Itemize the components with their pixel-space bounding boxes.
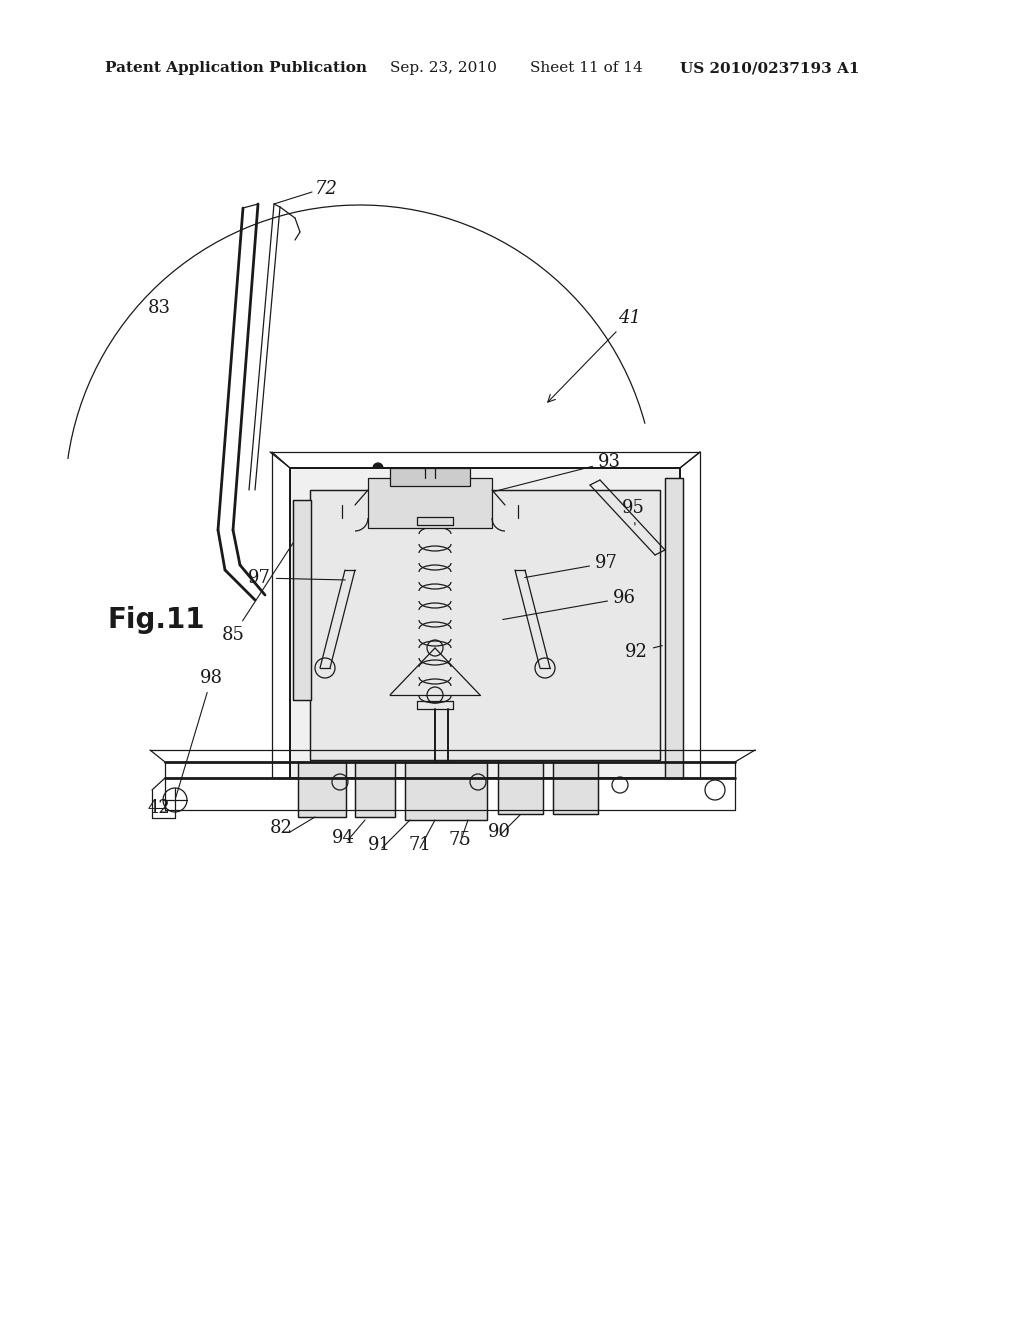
Text: Sep. 23, 2010: Sep. 23, 2010 <box>390 61 497 75</box>
Text: 97: 97 <box>248 569 345 587</box>
Bar <box>390 469 470 486</box>
Bar <box>310 490 660 760</box>
Text: 95: 95 <box>622 499 645 525</box>
Bar <box>406 762 487 820</box>
Text: Patent Application Publication: Patent Application Publication <box>105 61 367 75</box>
Bar <box>406 762 487 820</box>
Circle shape <box>373 463 383 473</box>
Bar <box>498 762 543 814</box>
Bar <box>665 478 683 777</box>
Text: US 2010/0237193 A1: US 2010/0237193 A1 <box>680 61 859 75</box>
Text: 85: 85 <box>222 543 294 644</box>
Text: 93: 93 <box>495 453 621 491</box>
Text: 42: 42 <box>148 799 171 817</box>
Bar <box>298 762 346 817</box>
Text: Fig.11: Fig.11 <box>108 606 206 634</box>
Bar <box>665 478 683 777</box>
Bar <box>290 469 680 777</box>
Text: 98: 98 <box>176 669 223 797</box>
Text: 97: 97 <box>524 554 617 578</box>
Text: 71: 71 <box>408 836 431 854</box>
Bar <box>553 762 598 814</box>
Bar <box>293 500 311 700</box>
Text: 94: 94 <box>332 829 355 847</box>
Bar <box>355 762 395 817</box>
Bar <box>368 478 492 528</box>
Bar <box>498 762 543 814</box>
Text: 82: 82 <box>270 818 293 837</box>
Text: 83: 83 <box>148 300 171 317</box>
Bar <box>298 762 346 817</box>
Bar <box>290 469 680 777</box>
Bar <box>553 762 598 814</box>
Text: 75: 75 <box>449 832 471 849</box>
Text: 91: 91 <box>368 836 391 854</box>
Bar <box>355 762 395 817</box>
Text: Sheet 11 of 14: Sheet 11 of 14 <box>530 61 643 75</box>
Text: 96: 96 <box>503 589 636 619</box>
Bar <box>310 490 660 760</box>
Bar <box>293 500 311 700</box>
Text: 41: 41 <box>548 309 641 403</box>
Text: 92: 92 <box>625 643 663 661</box>
Text: 72: 72 <box>315 180 338 198</box>
Text: 90: 90 <box>488 822 511 841</box>
